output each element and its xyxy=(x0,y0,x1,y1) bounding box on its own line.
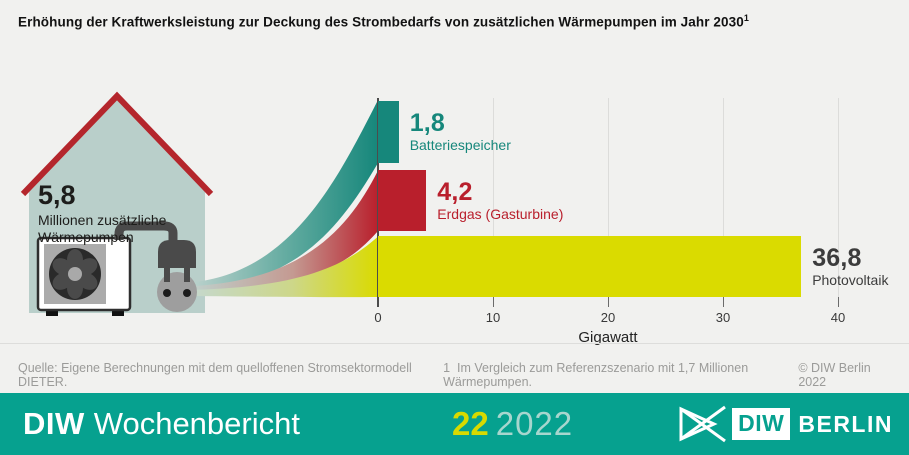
heat-pump-icon xyxy=(36,236,132,316)
gridline-10 xyxy=(493,98,494,297)
bar-value-photovoltaik: 36,8 xyxy=(812,244,862,272)
flow-ribbons xyxy=(185,100,378,298)
gridline-40 xyxy=(838,98,839,297)
gridline-30 xyxy=(723,98,724,297)
footnote: 1 Im Vergleich zum Referenzszenario mit 1… xyxy=(443,361,749,389)
diw-logo-city: BERLIN xyxy=(798,410,893,437)
gridline-20 xyxy=(608,98,609,297)
publication-title: DIW Wochenbericht xyxy=(23,393,300,455)
ribbon-photovoltaik xyxy=(185,236,378,298)
bar-batteriespeicher xyxy=(378,101,399,163)
bar-name-photovoltaik: Photovoltaik xyxy=(812,272,889,288)
bar-erdgas-gasturbine xyxy=(378,170,427,231)
copyright: © DIW Berlin 2022 xyxy=(798,361,871,389)
bar-name-erdgas-gasturbine: Erdgas (Gasturbine) xyxy=(437,206,564,222)
tick-label-10: 10 xyxy=(485,310,501,325)
bar-photovoltaik xyxy=(378,236,802,297)
heat-pump-count-label: Millionen zusätzliche Wärmepumpen xyxy=(38,212,167,245)
issue-number: 22 xyxy=(452,405,489,442)
diw-logo-acronym: DIW xyxy=(732,408,791,440)
bar-label-erdgas-gasturbine: 4,2 Erdgas (Gasturbine) xyxy=(437,179,563,223)
bar-name-batteriespeicher: Batteriespeicher xyxy=(409,137,511,153)
source-note: Quelle: Eigene Berechnungen mit dem quel… xyxy=(18,361,412,389)
ribbon-batteriespeicher xyxy=(185,100,378,291)
bar-value-erdgas-gasturbine: 4,2 xyxy=(437,178,473,206)
tick-30 xyxy=(723,297,724,307)
footer: Quelle: Eigene Berechnungen mit dem quel… xyxy=(18,361,891,389)
footer-divider xyxy=(0,343,909,344)
title-footnote-marker: 1 xyxy=(743,13,749,23)
tick-label-0: 0 xyxy=(374,310,382,325)
publication-title-regular: Wochenbericht xyxy=(93,406,300,441)
bar-label-photovoltaik: 36,8 Photovoltaik xyxy=(812,245,888,289)
tick-40 xyxy=(838,297,839,307)
issue-year: 2022 xyxy=(495,405,574,442)
publication-title-bold: DIW xyxy=(23,406,85,441)
diw-berlin-logo: DIW BERLIN xyxy=(678,393,893,455)
heat-pump-count-value: 5,8 xyxy=(38,180,76,210)
tick-10 xyxy=(493,297,494,307)
tick-label-40: 40 xyxy=(830,310,846,325)
ribbon-erdgas xyxy=(185,170,378,293)
bar-value-batteriespeicher: 1,8 xyxy=(409,109,446,137)
bar-label-batteriespeicher: 1,8 Batteriespeicher xyxy=(410,110,511,154)
diw-logo-glyph xyxy=(679,405,727,443)
issue-info: 22 2022 xyxy=(452,393,573,455)
page-title: Erhöhung der Kraftwerksleistung zur Deck… xyxy=(18,13,749,30)
page-title-text: Erhöhung der Kraftwerksleistung zur Deck… xyxy=(18,14,744,30)
publication-banner: DIW Wochenbericht 22 2022 DIW BERLIN xyxy=(0,393,909,455)
tick-label-20: 20 xyxy=(600,310,616,325)
tick-label-30: 30 xyxy=(715,310,731,325)
zero-axis-line xyxy=(377,98,379,307)
tick-20 xyxy=(608,297,609,307)
